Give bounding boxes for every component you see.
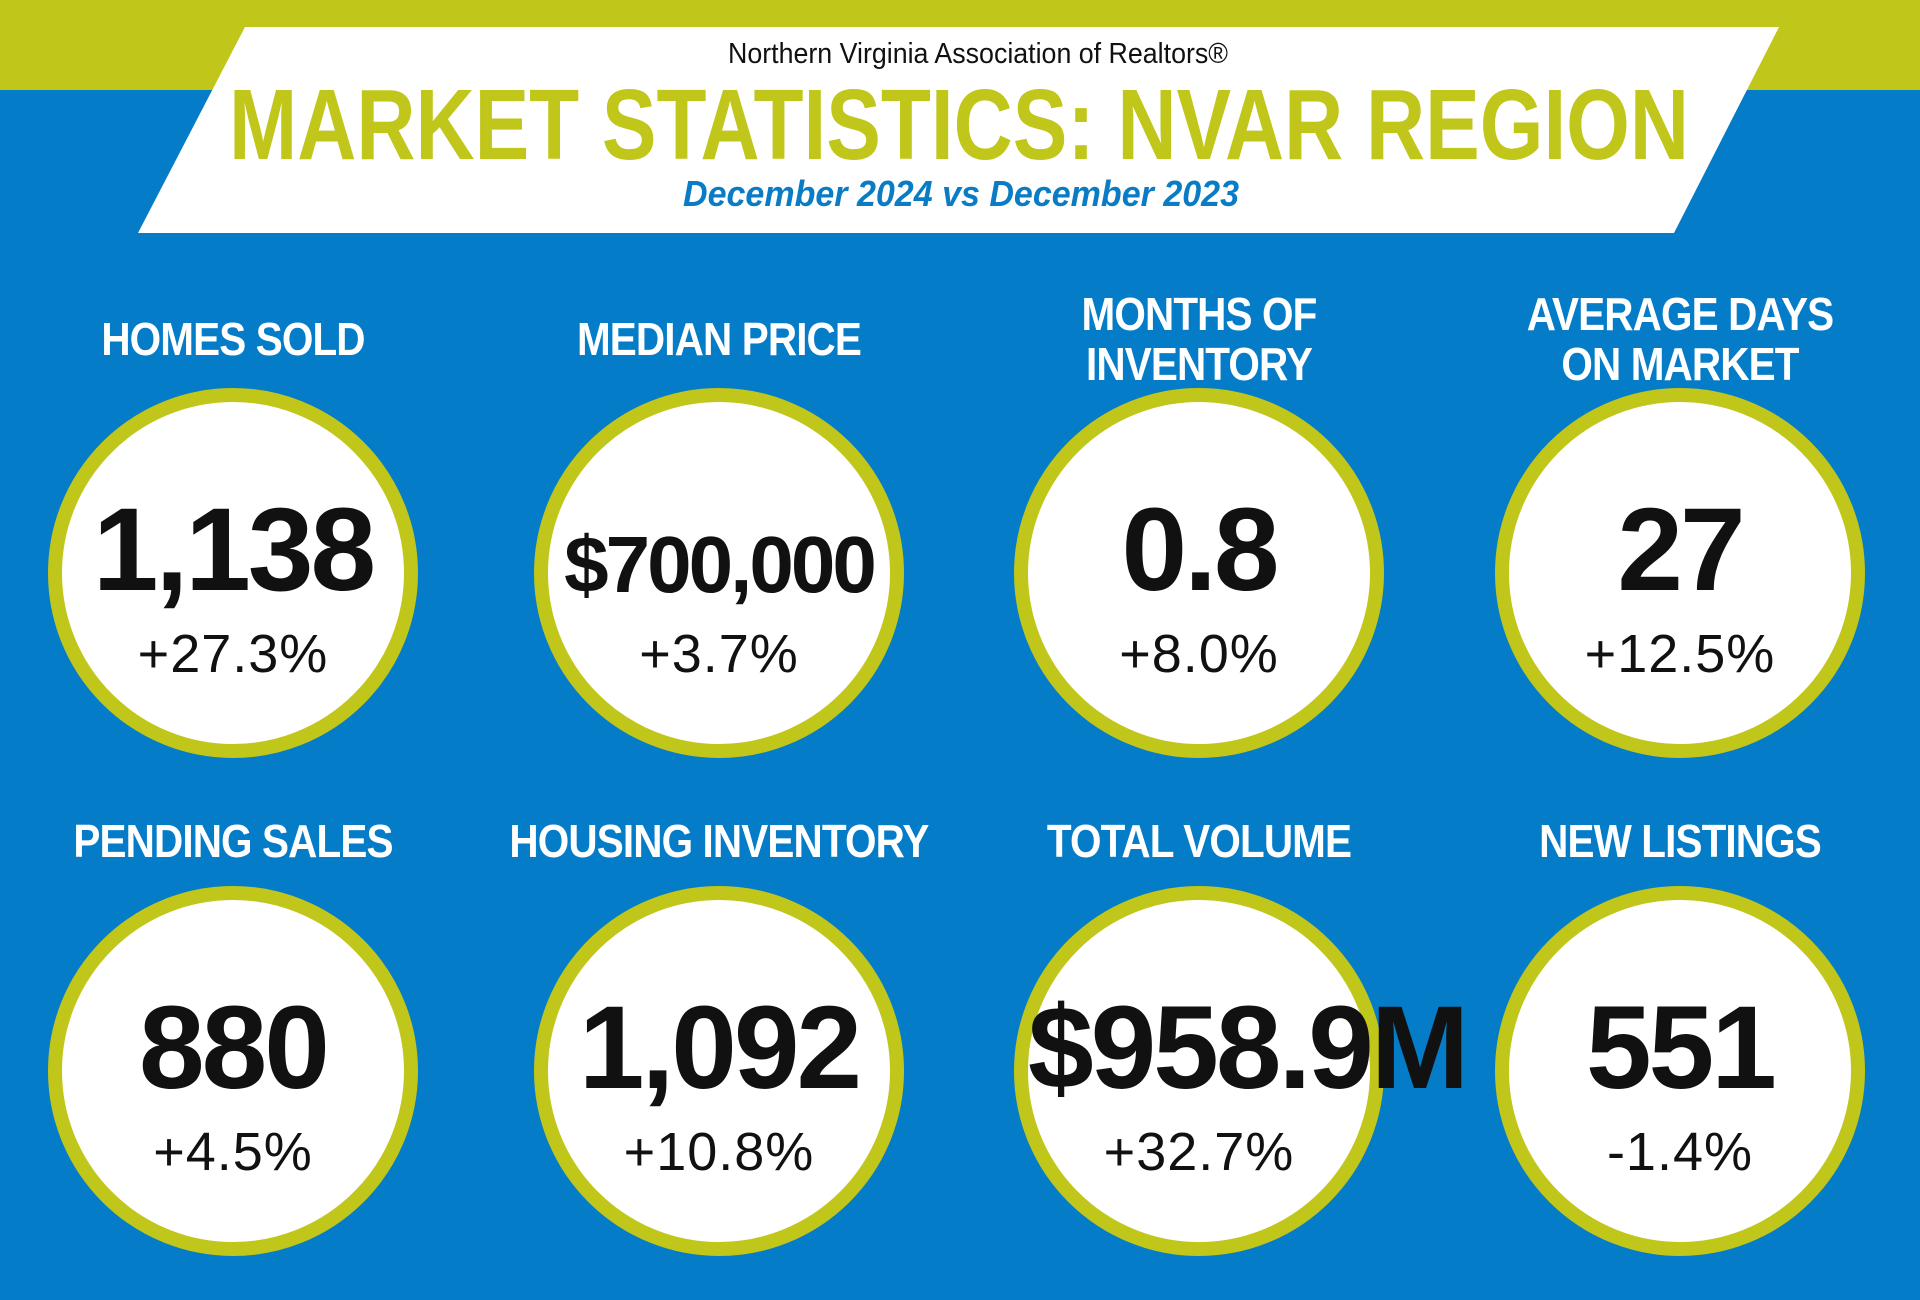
stat-label-line: AVERAGE DAYS (1526, 288, 1835, 340)
organization-name: Northern Virginia Association of Realtor… (728, 38, 1228, 70)
stat-circle: 0.8 +8.0% (1014, 388, 1384, 758)
stat-change: +10.8% (623, 1122, 815, 1182)
stat-label: AVERAGE DAYS ON MARKET (1469, 289, 1891, 389)
stat-label: PENDING SALES (22, 816, 444, 866)
stat-circle: 1,138 +27.3% (48, 388, 418, 758)
stat-change: +32.7% (1103, 1122, 1295, 1182)
stat-circle: 551 -1.4% (1495, 886, 1865, 1256)
stat-value: $700,000 (564, 520, 877, 609)
stat-value: 0.8 (1121, 484, 1279, 616)
stat-label-line: TOTAL VOLUME (1046, 815, 1352, 867)
banner-parallelogram (138, 27, 1779, 233)
stat-label-line: MONTHS OF (1081, 288, 1318, 340)
stat-circle: 27 +12.5% (1495, 388, 1865, 758)
header-banner: Northern Virginia Association of Realtor… (138, 27, 1779, 233)
stat-label-line: MEDIAN PRICE (576, 313, 862, 365)
stat-label-line: INVENTORY (1085, 338, 1313, 390)
stat-circle: $958.9M +32.7% (1014, 886, 1469, 1256)
stat-value: 551 (1586, 982, 1777, 1114)
stat-label: HOUSING INVENTORY (508, 816, 930, 866)
stat-change: +8.0% (1119, 624, 1279, 684)
stat-label: MONTHS OF INVENTORY (988, 289, 1410, 389)
stat-change: +27.3% (137, 624, 329, 684)
period-subtitle: December 2024 vs December 2023 (683, 173, 1239, 214)
stat-label-line: ON MARKET (1561, 338, 1799, 390)
stat-change: +12.5% (1584, 624, 1776, 684)
stat-change: +3.7% (639, 624, 799, 684)
page-title: MARKET STATISTICS: NVAR REGION (229, 69, 1689, 181)
stat-label: MEDIAN PRICE (508, 314, 930, 364)
stat-label-line: NEW LISTINGS (1539, 815, 1822, 867)
stat-value: 27 (1617, 484, 1745, 616)
stat-value: 1,092 (578, 982, 862, 1114)
stat-value: 1,138 (92, 484, 376, 616)
stat-change: +4.5% (153, 1122, 313, 1182)
stat-label: HOMES SOLD (22, 314, 444, 364)
stat-label: TOTAL VOLUME (988, 816, 1410, 866)
stat-circle: $700,000 +3.7% (534, 388, 904, 758)
stat-value: $958.9M (1028, 982, 1469, 1114)
stat-label: NEW LISTINGS (1469, 816, 1891, 866)
stat-label-line: HOUSING INVENTORY (509, 815, 929, 867)
stat-label-line: PENDING SALES (73, 815, 393, 867)
stat-label-line: HOMES SOLD (101, 313, 365, 365)
stat-value: 880 (139, 982, 330, 1114)
stat-circle: 880 +4.5% (48, 886, 418, 1256)
stat-circle: 1,092 +10.8% (534, 886, 904, 1256)
stat-change: -1.4% (1606, 1122, 1754, 1182)
